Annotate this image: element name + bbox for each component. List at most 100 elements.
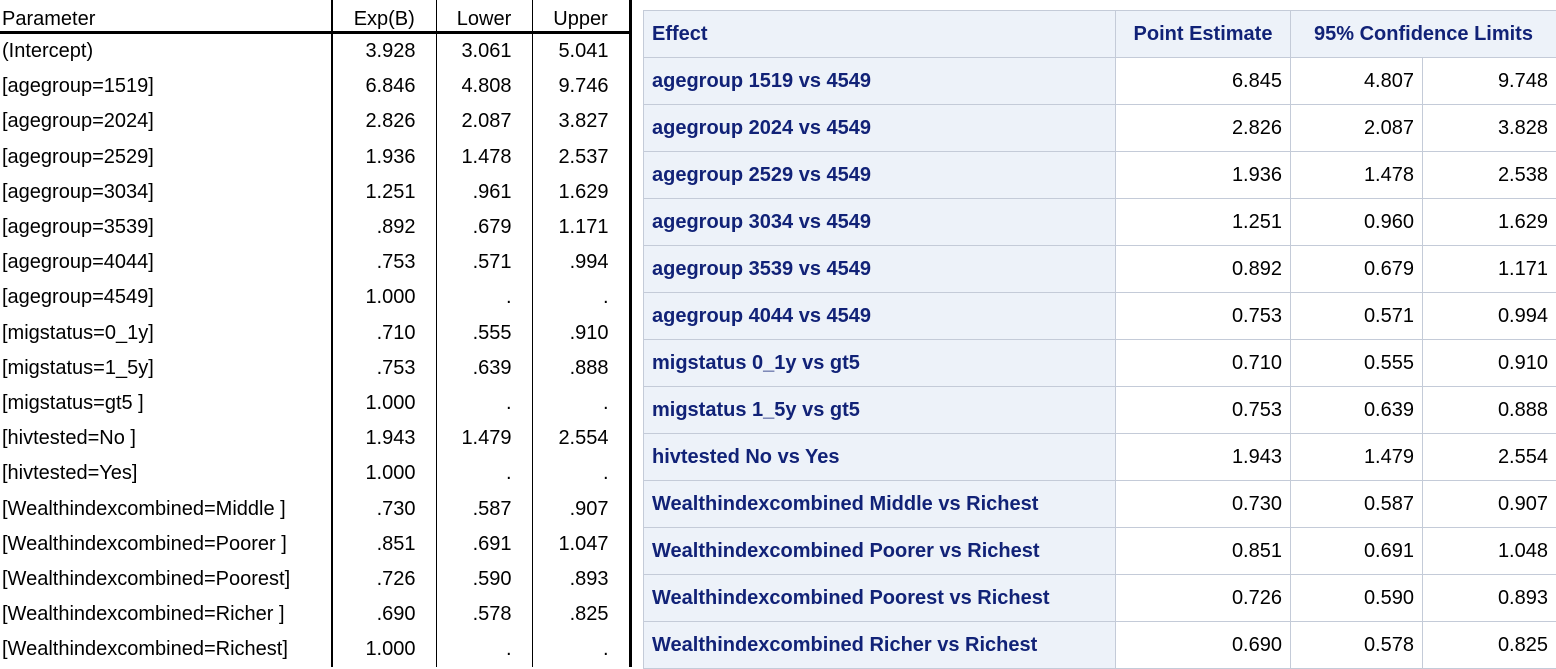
table-row: agegroup 2529 vs 4549 1.936 1.478 2.538 bbox=[643, 151, 1556, 199]
table-row: [agegroup=1519] 6.846 4.808 9.746 bbox=[0, 69, 632, 105]
row-label: Wealthindexcombined Poorest vs Richest bbox=[643, 574, 1116, 622]
row-label: [Wealthindexcombined=Richer ] bbox=[2, 603, 285, 626]
header-cell: Effect bbox=[643, 10, 1116, 58]
value-cell: .726 bbox=[331, 561, 436, 597]
value-cell: .994 bbox=[531, 245, 632, 281]
row-label: agegroup 1519 vs 4549 bbox=[643, 57, 1116, 105]
value-cell: .691 bbox=[435, 526, 532, 562]
value-cell: 1.171 bbox=[1422, 245, 1556, 293]
table-row: [migstatus=gt5 ] 1.000.. bbox=[0, 385, 632, 422]
value-cell: 0.690 bbox=[1115, 621, 1291, 669]
value-cell: .753 bbox=[331, 245, 436, 281]
value-cell: 1.629 bbox=[1422, 198, 1556, 246]
effect-table: Effect Point Estimate 95% Confidence Limit… bbox=[643, 10, 1556, 669]
value-cell: 0.679 bbox=[1290, 245, 1423, 293]
table-row: [Wealthindexcombined=Richest] 1.000.. bbox=[0, 632, 632, 668]
value-cell: 0.753 bbox=[1115, 386, 1291, 434]
row-label: hivtested No vs Yes bbox=[643, 433, 1116, 481]
row-label: agegroup 3539 vs 4549 bbox=[643, 245, 1116, 293]
value-cell: 1.943 bbox=[1115, 433, 1291, 481]
value-cell: .961 bbox=[435, 174, 532, 210]
value-cell: 0.994 bbox=[1422, 292, 1556, 340]
parameter-table: Parameter Exp(B) Lower Upper (Intercept) 3.92… bbox=[0, 0, 632, 668]
row-label: [Wealthindexcombined=Poorest] bbox=[2, 567, 291, 590]
row-label: (Intercept) bbox=[2, 40, 94, 63]
row-label: [hivtested=Yes] bbox=[2, 462, 138, 485]
value-cell: .587 bbox=[435, 491, 532, 527]
table-row: [hivtested=No ] 1.943 1.479 2.554 bbox=[0, 421, 632, 457]
table-row: [Wealthindexcombined=Poorer ] .851.691 1.0… bbox=[0, 526, 632, 562]
value-cell: .910 bbox=[531, 315, 632, 351]
table-row: (Intercept) 3.928 3.061 5.041 bbox=[0, 32, 632, 70]
row-label: [Wealthindexcombined=Middle ] bbox=[2, 497, 286, 520]
value-cell: .710 bbox=[331, 315, 436, 351]
table-row: [agegroup=3539] .892.679 1.171 bbox=[0, 209, 632, 246]
table-row: [migstatus=1_5y] .753.639.888 bbox=[0, 350, 632, 386]
value-cell: 0.907 bbox=[1422, 480, 1556, 528]
value-cell: 0.710 bbox=[1115, 339, 1291, 387]
value-cell: 1.936 bbox=[1115, 151, 1291, 199]
value-cell: 1.048 bbox=[1422, 527, 1556, 575]
table-row: [agegroup=4044] .753.571.994 bbox=[0, 245, 632, 281]
row-label: agegroup 2529 vs 4549 bbox=[643, 151, 1116, 199]
value-cell: 1.000 bbox=[331, 385, 436, 422]
value-cell: . bbox=[531, 280, 632, 316]
row-label: Wealthindexcombined Richer vs Richest bbox=[643, 621, 1116, 669]
value-cell: 0.726 bbox=[1115, 574, 1291, 622]
value-cell: 5.041 bbox=[531, 32, 632, 70]
table-row: hivtested No vs Yes 1.943 1.479 2.554 bbox=[643, 433, 1556, 481]
table-row: agegroup 2024 vs 4549 2.826 2.087 3.828 bbox=[643, 104, 1556, 152]
value-cell: 0.578 bbox=[1290, 621, 1423, 669]
value-cell: .555 bbox=[435, 315, 532, 351]
table-row: Wealthindexcombined Poorest vs Richest 0.… bbox=[643, 574, 1556, 622]
value-cell: .639 bbox=[435, 350, 532, 386]
value-cell: 0.639 bbox=[1290, 386, 1423, 434]
value-cell: 0.851 bbox=[1115, 527, 1291, 575]
table-row: Wealthindexcombined Richer vs Richest 0.6… bbox=[643, 621, 1556, 669]
value-cell: .907 bbox=[531, 491, 632, 527]
value-cell: . bbox=[435, 632, 532, 668]
value-cell: 3.061 bbox=[435, 32, 532, 70]
table-row: migstatus 0_1y vs gt5 0.710 0.555 0.910 bbox=[643, 339, 1556, 387]
value-cell: 2.087 bbox=[435, 104, 532, 140]
row-label: Wealthindexcombined Middle vs Richest bbox=[643, 480, 1116, 528]
value-cell: 2.554 bbox=[1422, 433, 1556, 481]
row-label: Wealthindexcombined Poorer vs Richest bbox=[643, 527, 1116, 575]
row-label: [agegroup=2529] bbox=[2, 145, 154, 168]
value-cell: 1.171 bbox=[531, 209, 632, 246]
value-cell: 0.730 bbox=[1115, 480, 1291, 528]
table-row: agegroup 4044 vs 4549 0.753 0.571 0.994 bbox=[643, 292, 1556, 340]
table-row: [Wealthindexcombined=Poorest] .726.590.89… bbox=[0, 561, 632, 597]
table-row: [agegroup=3034] 1.251.961 1.629 bbox=[0, 174, 632, 210]
value-cell: 0.587 bbox=[1290, 480, 1423, 528]
row-label: agegroup 4044 vs 4549 bbox=[643, 292, 1116, 340]
value-cell: 1.000 bbox=[331, 632, 436, 668]
table-row: [hivtested=Yes] 1.000.. bbox=[0, 456, 632, 492]
row-label: [agegroup=3539] bbox=[2, 216, 154, 239]
value-cell: 2.537 bbox=[531, 139, 632, 175]
value-cell: 1.251 bbox=[331, 174, 436, 210]
value-cell: .679 bbox=[435, 209, 532, 246]
value-cell: 0.555 bbox=[1290, 339, 1423, 387]
value-cell: 1.000 bbox=[331, 280, 436, 316]
value-cell: 9.746 bbox=[531, 69, 632, 105]
value-cell: .851 bbox=[331, 526, 436, 562]
value-cell: 1.479 bbox=[1290, 433, 1423, 481]
row-label: [migstatus=gt5 ] bbox=[2, 391, 144, 414]
value-cell: .892 bbox=[331, 209, 436, 246]
table-row: [migstatus=0_1y] .710.555.910 bbox=[0, 315, 632, 351]
table-row: [agegroup=4549] 1.000.. bbox=[0, 280, 632, 316]
table-row: [agegroup=2024] 2.826 2.087 3.827 bbox=[0, 104, 632, 140]
value-cell: . bbox=[435, 456, 532, 492]
table-row: [Wealthindexcombined=Middle ] .730.587.90… bbox=[0, 491, 632, 527]
value-cell: .571 bbox=[435, 245, 532, 281]
value-cell: 0.893 bbox=[1422, 574, 1556, 622]
value-cell: .888 bbox=[531, 350, 632, 386]
row-label: migstatus 0_1y vs gt5 bbox=[643, 339, 1116, 387]
value-cell: 3.827 bbox=[531, 104, 632, 140]
table-row: migstatus 1_5y vs gt5 0.753 0.639 0.888 bbox=[643, 386, 1556, 434]
row-label: [agegroup=4549] bbox=[2, 286, 154, 309]
row-label: [migstatus=0_1y] bbox=[2, 321, 154, 344]
table-row: Wealthindexcombined Middle vs Richest 0.7… bbox=[643, 480, 1556, 528]
header-cell: 95% Confidence Limits bbox=[1290, 10, 1556, 58]
